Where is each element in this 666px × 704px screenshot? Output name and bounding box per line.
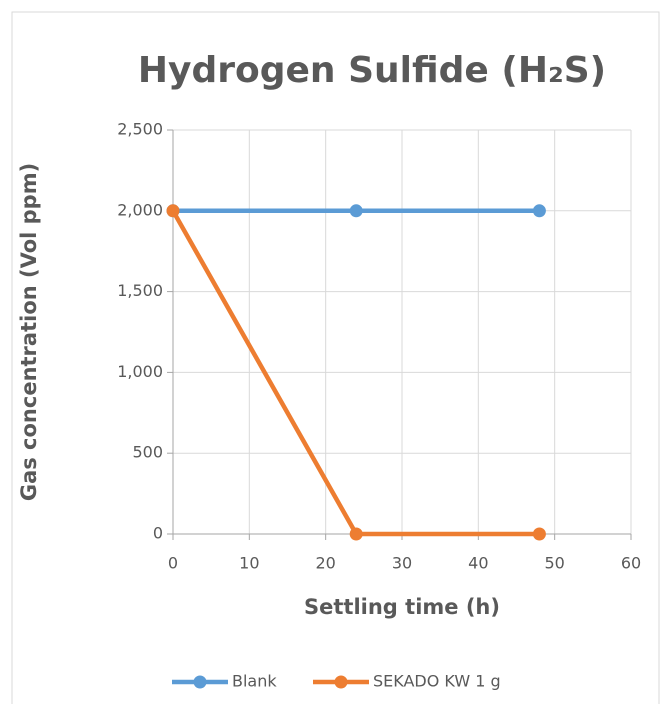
x-tick-label: 20 xyxy=(315,554,335,573)
legend-label: SEKADO KW 1 g xyxy=(373,672,501,691)
x-tick-label: 10 xyxy=(239,554,259,573)
legend-marker xyxy=(193,675,207,689)
point xyxy=(166,204,180,218)
y-tick-label: 500 xyxy=(132,443,163,462)
y-tick-label: 2,000 xyxy=(117,200,163,219)
y-tick-label: 1,000 xyxy=(117,362,163,381)
x-tick-label: 40 xyxy=(468,554,488,573)
point xyxy=(532,527,546,541)
x-tick-label: 50 xyxy=(544,554,564,573)
y-tick-label: 1,500 xyxy=(117,281,163,300)
legend-label: Blank xyxy=(232,672,277,691)
chart-frame xyxy=(11,11,660,704)
point xyxy=(349,527,363,541)
point xyxy=(532,204,546,218)
y-tick-label: 2,500 xyxy=(117,120,163,139)
x-tick-label: 0 xyxy=(168,554,178,573)
chart-title: Hydrogen Sulfide (H₂S) xyxy=(138,50,606,91)
y-tick-label: 0 xyxy=(153,524,163,543)
legend-marker xyxy=(334,675,348,689)
x-tick-label: 60 xyxy=(621,554,641,573)
x-axis-label: Settling time (h) xyxy=(304,595,500,619)
point xyxy=(349,204,363,218)
y-axis-label: Gas concentration (Vol ppm) xyxy=(17,163,41,501)
x-tick-label: 30 xyxy=(392,554,412,573)
